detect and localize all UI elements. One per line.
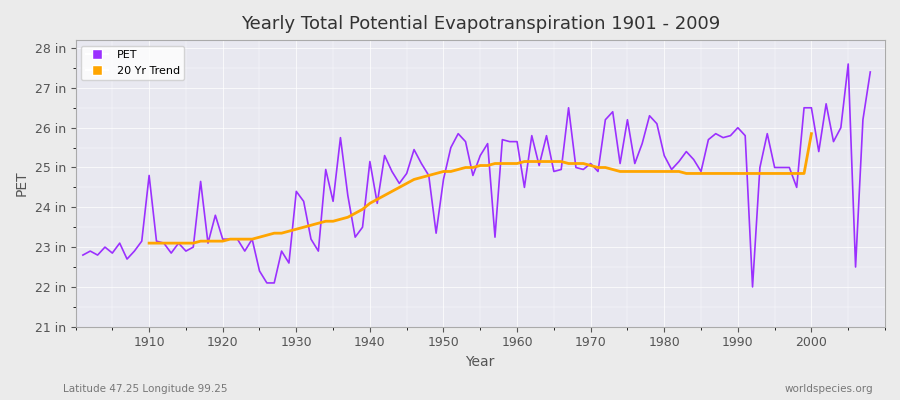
Title: Yearly Total Potential Evapotranspiration 1901 - 2009: Yearly Total Potential Evapotranspiratio… — [240, 15, 720, 33]
20 Yr Trend — [144, 241, 155, 246]
Legend: PET, 20 Yr Trend: PET, 20 Yr Trend — [81, 46, 184, 80]
20 Yr Trend — [703, 171, 714, 176]
Line: PET: PET — [83, 64, 870, 287]
Text: Latitude 47.25 Longitude 99.25: Latitude 47.25 Longitude 99.25 — [63, 384, 228, 394]
PET — [202, 241, 213, 246]
PET — [762, 131, 773, 136]
PET — [747, 284, 758, 289]
X-axis label: Year: Year — [465, 355, 495, 369]
PET — [158, 241, 169, 246]
PET — [777, 165, 788, 170]
20 Yr Trend — [225, 237, 236, 242]
20 Yr Trend — [791, 171, 802, 176]
PET — [703, 137, 714, 142]
PET — [842, 62, 853, 66]
Y-axis label: PET: PET — [15, 171, 29, 196]
20 Yr Trend — [784, 171, 795, 176]
Text: worldspecies.org: worldspecies.org — [785, 384, 873, 394]
Line: 20 Yr Trend: 20 Yr Trend — [149, 134, 812, 243]
PET — [77, 253, 88, 258]
20 Yr Trend — [806, 131, 817, 136]
20 Yr Trend — [313, 221, 324, 226]
20 Yr Trend — [298, 225, 309, 230]
PET — [446, 145, 456, 150]
PET — [865, 70, 876, 74]
